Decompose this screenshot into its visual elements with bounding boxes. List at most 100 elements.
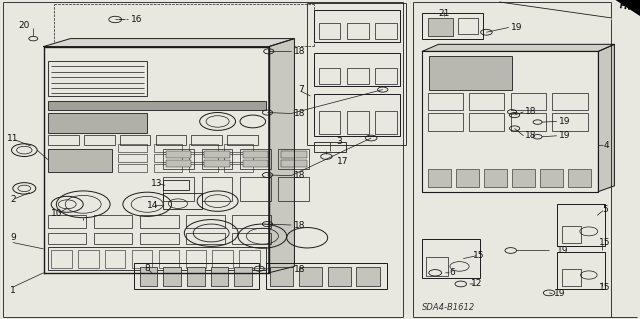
Bar — [552, 114, 588, 131]
Bar — [118, 165, 147, 173]
Bar — [469, 114, 504, 131]
Bar — [202, 177, 232, 201]
Bar — [163, 267, 181, 286]
Bar — [48, 135, 79, 145]
Bar — [426, 257, 448, 276]
Text: 11: 11 — [7, 135, 19, 144]
Text: 18: 18 — [294, 109, 305, 118]
Text: 18: 18 — [294, 265, 305, 274]
Bar — [562, 269, 581, 286]
Polygon shape — [614, 0, 640, 18]
Bar — [266, 263, 387, 289]
Bar — [429, 56, 512, 90]
Text: 19: 19 — [554, 289, 566, 298]
Bar — [511, 93, 546, 110]
Text: 15: 15 — [599, 283, 611, 292]
Text: FR.: FR. — [618, 2, 634, 13]
Bar — [458, 18, 478, 34]
Bar — [347, 23, 369, 39]
Bar — [319, 68, 340, 84]
Polygon shape — [44, 39, 294, 47]
Bar — [204, 151, 230, 158]
Polygon shape — [598, 44, 614, 191]
Bar — [94, 215, 132, 228]
Bar — [154, 165, 182, 173]
Bar — [314, 142, 346, 152]
Bar — [163, 149, 194, 169]
Bar — [278, 177, 309, 201]
Bar — [134, 263, 259, 289]
Bar — [224, 154, 253, 162]
Bar — [428, 169, 451, 187]
Bar — [118, 144, 147, 152]
Bar — [224, 165, 253, 173]
Bar — [211, 267, 228, 286]
Bar — [456, 169, 479, 187]
Bar — [243, 160, 268, 167]
Bar — [212, 250, 233, 268]
Text: 15: 15 — [473, 251, 484, 260]
Text: 18: 18 — [525, 131, 537, 140]
Bar — [281, 160, 307, 167]
Polygon shape — [422, 44, 614, 51]
Bar — [319, 23, 340, 39]
Bar — [428, 114, 463, 131]
Bar — [240, 149, 271, 169]
Bar — [328, 267, 351, 286]
Text: 8: 8 — [145, 264, 150, 273]
Bar — [140, 267, 157, 286]
Bar — [48, 101, 266, 110]
Bar — [232, 215, 271, 228]
Bar — [347, 68, 369, 84]
Bar — [186, 215, 225, 228]
Text: 14: 14 — [147, 201, 158, 211]
Bar — [48, 61, 147, 96]
Text: 21: 21 — [438, 9, 450, 18]
Bar — [511, 114, 546, 131]
Text: 20: 20 — [19, 21, 30, 30]
Bar — [319, 111, 340, 134]
Bar — [202, 149, 232, 169]
Bar — [48, 149, 112, 173]
Bar — [187, 267, 205, 286]
Bar — [189, 165, 218, 173]
Bar — [105, 250, 125, 268]
Bar — [281, 151, 307, 158]
Text: 5: 5 — [602, 204, 607, 214]
Bar — [243, 151, 268, 158]
Bar — [557, 204, 605, 246]
Text: 4: 4 — [604, 141, 609, 150]
Bar — [347, 111, 369, 134]
Text: 13: 13 — [151, 179, 163, 188]
Bar — [232, 233, 271, 244]
Text: 18: 18 — [294, 220, 305, 229]
Bar — [422, 51, 598, 191]
Bar — [562, 226, 581, 243]
Bar — [469, 93, 504, 110]
Bar — [166, 151, 191, 158]
Bar — [239, 250, 260, 268]
Bar — [191, 135, 222, 145]
Text: 19: 19 — [559, 131, 570, 140]
Text: 3: 3 — [337, 137, 342, 146]
Text: SDA4-B1612: SDA4-B1612 — [422, 303, 476, 312]
Bar — [224, 144, 253, 152]
Text: 18: 18 — [294, 171, 305, 180]
Bar — [375, 68, 397, 84]
Text: 16: 16 — [131, 15, 143, 24]
Bar — [48, 114, 147, 133]
Bar — [204, 160, 230, 167]
Bar — [186, 233, 225, 244]
Bar — [189, 154, 218, 162]
Bar — [234, 267, 252, 286]
Polygon shape — [269, 39, 294, 273]
Bar — [78, 250, 99, 268]
Bar — [189, 144, 218, 152]
Bar — [314, 94, 400, 136]
Bar — [140, 233, 179, 244]
Text: 17: 17 — [337, 157, 348, 166]
Bar — [186, 250, 206, 268]
Bar — [51, 250, 72, 268]
Bar — [84, 135, 115, 145]
Bar — [48, 215, 86, 228]
